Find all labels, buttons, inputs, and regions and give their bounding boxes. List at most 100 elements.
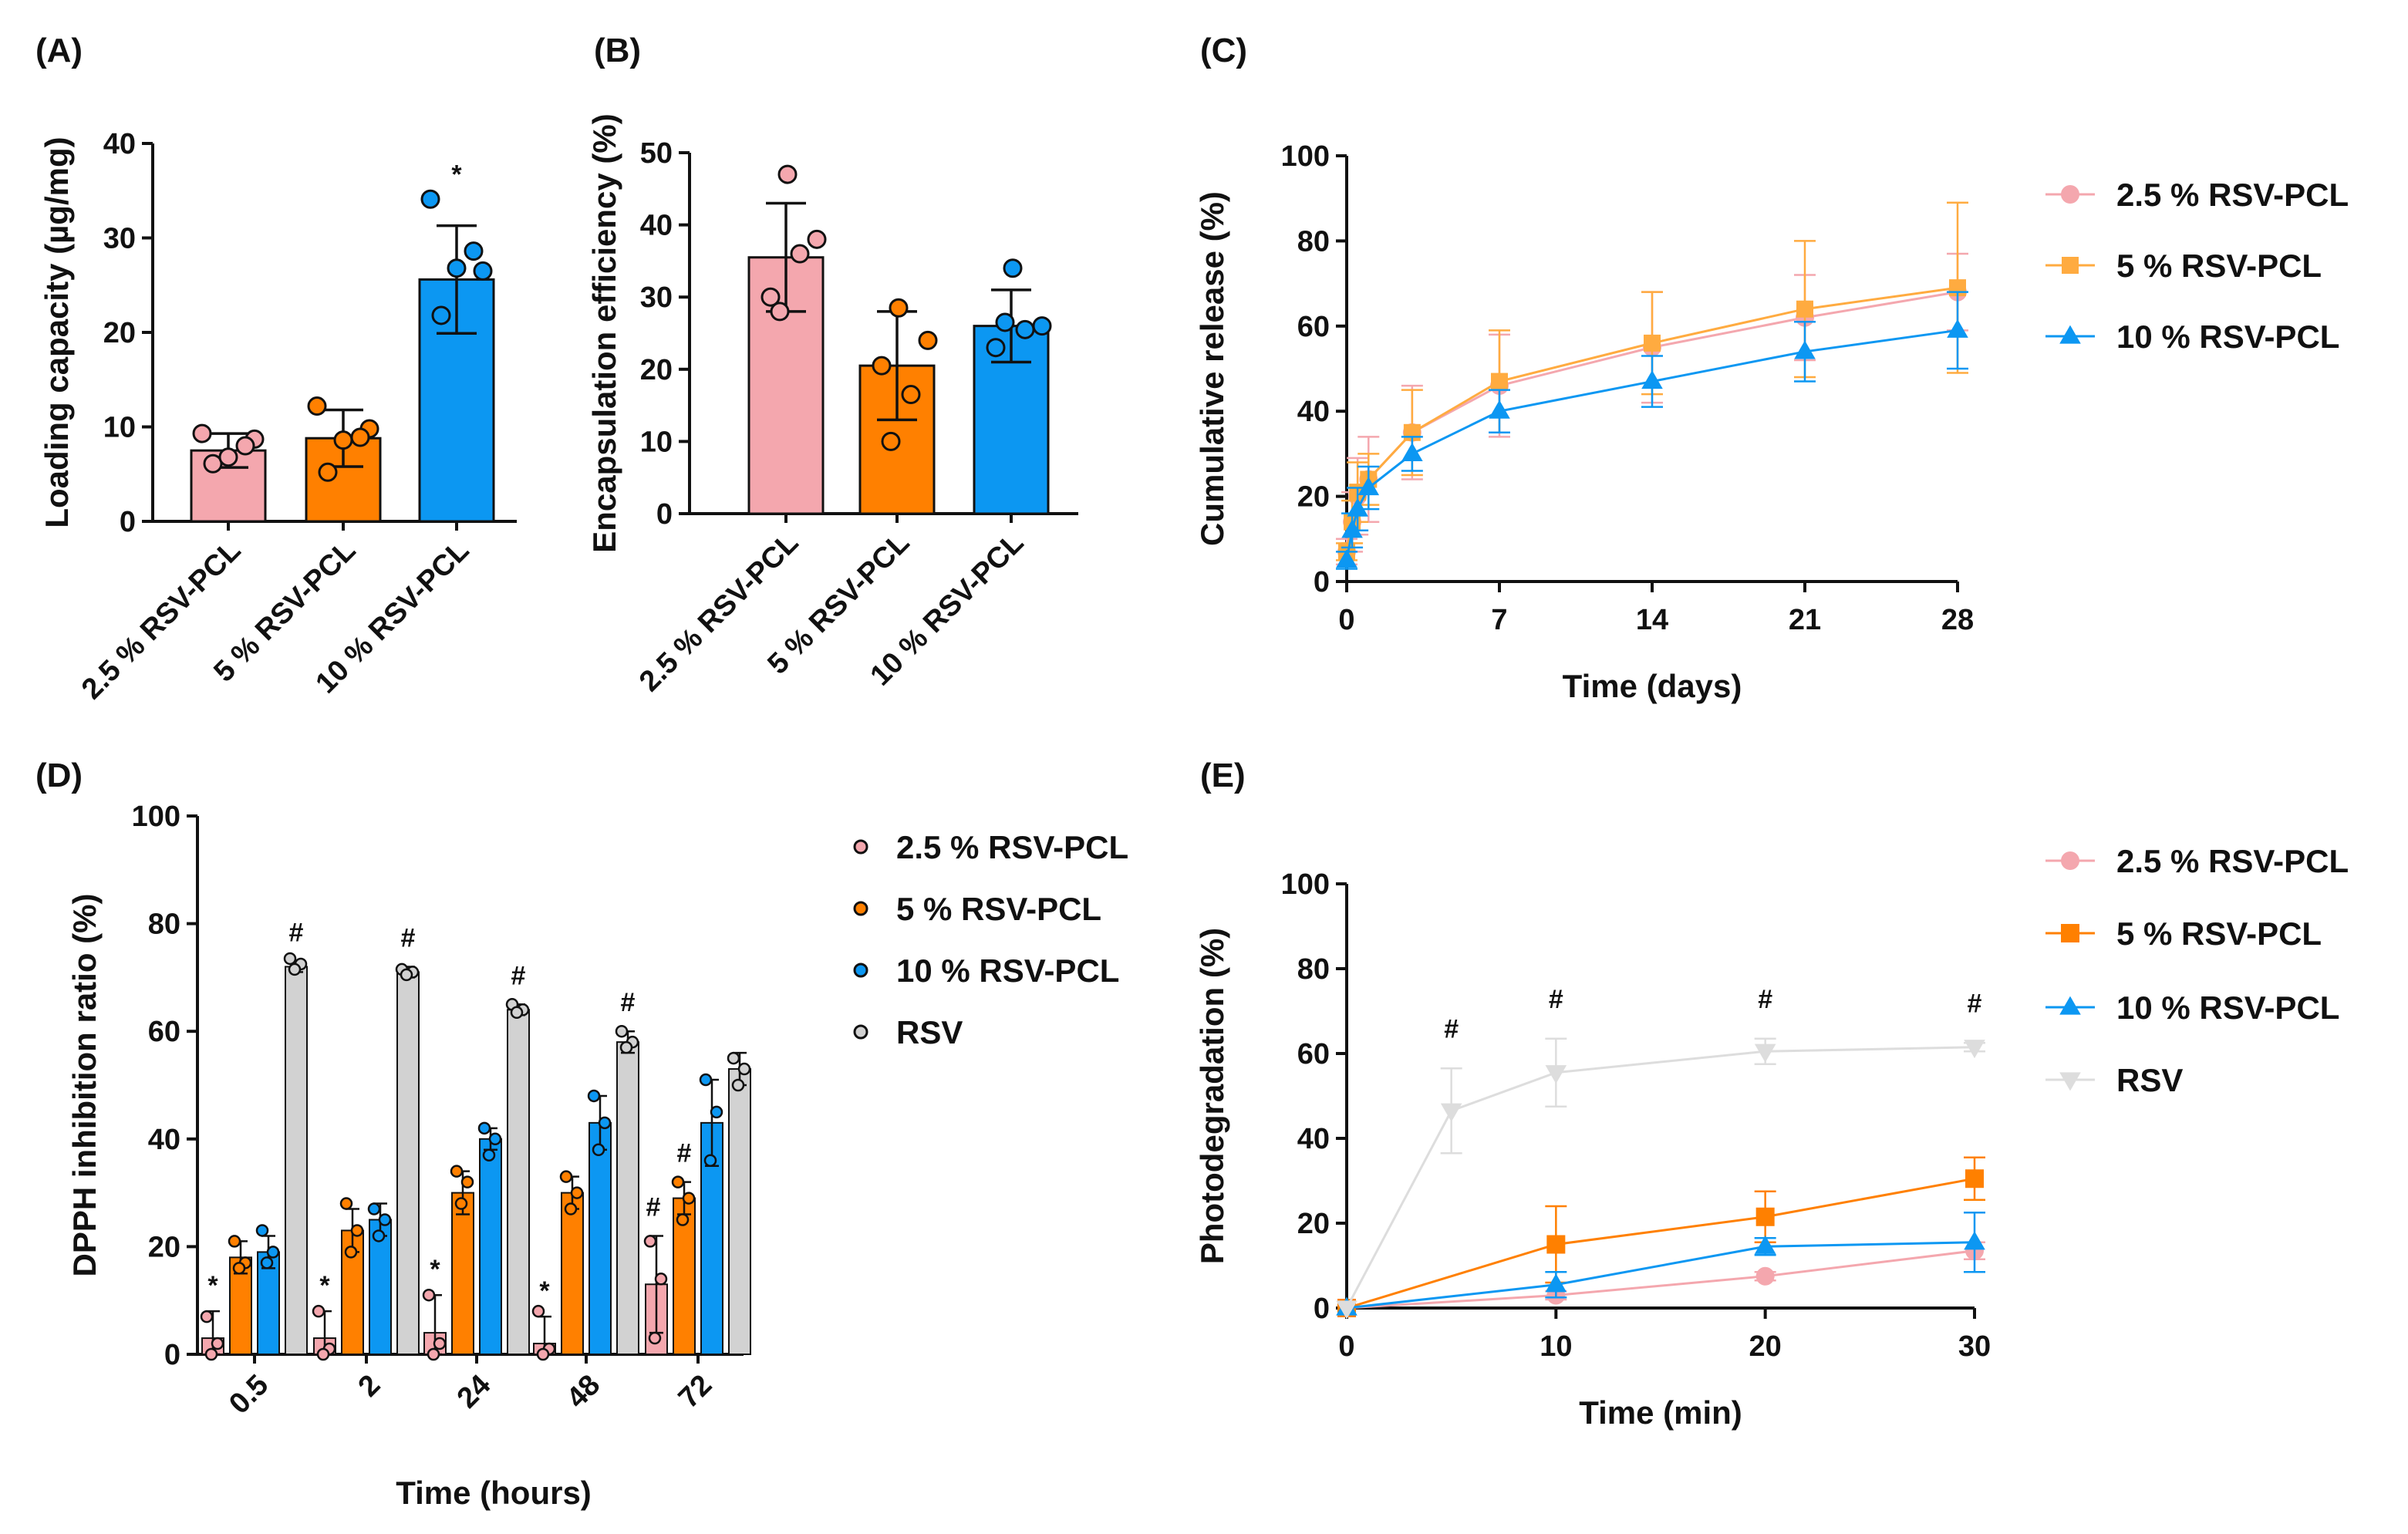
data-point	[235, 436, 255, 456]
data-point	[643, 1235, 657, 1248]
panel-label-b: (B)	[594, 32, 641, 69]
data-point	[1964, 1231, 1985, 1250]
significance-marker: #	[289, 918, 304, 947]
y-tick-label: 0	[164, 1339, 180, 1371]
data-point	[682, 1192, 696, 1205]
data-point	[2062, 257, 2079, 274]
data-point	[2061, 185, 2079, 204]
data-point	[1755, 1207, 1775, 1226]
significance-marker: #	[511, 961, 526, 990]
panel-e: (E) 0 20 40 60 80 100 Photodegradation (%) 0 10 2…	[1194, 757, 2349, 1431]
data-point	[918, 330, 938, 350]
data-point	[737, 1062, 751, 1076]
y-tick-label: 10	[640, 426, 673, 458]
panel-label-c: (C)	[1200, 32, 1247, 69]
data-point	[1964, 1040, 1985, 1059]
y-axis-title: Loading capacity (µg/mg)	[39, 137, 75, 528]
data-point	[889, 298, 909, 318]
legend-label: 5 % RSV-PCL	[2116, 248, 2322, 284]
data-point	[2061, 924, 2079, 942]
bar	[616, 1041, 639, 1356]
y-tick-label: 0	[120, 506, 136, 538]
data-point	[881, 431, 901, 451]
panel-d: (D) 0 20 40 60 80 100 DPPH inhibition ratio (%…	[35, 757, 1128, 1511]
x-tick-label: 7	[1491, 604, 1507, 636]
significance-marker: #	[1444, 1014, 1459, 1043]
x-tick-label: 24	[451, 1369, 497, 1415]
data-point	[564, 1202, 578, 1215]
data-point	[367, 1202, 381, 1215]
data-point	[431, 305, 451, 325]
data-point	[995, 312, 1015, 332]
data-point	[344, 1246, 358, 1259]
data-point	[2059, 1072, 2081, 1091]
y-tick-label: 80	[1297, 953, 1330, 986]
data-point	[260, 1256, 274, 1269]
y-tick-label: 20	[103, 317, 136, 349]
data-point	[531, 1304, 545, 1318]
data-point	[676, 1213, 690, 1226]
legend-label: RSV	[2116, 1062, 2183, 1098]
data-point	[433, 1337, 447, 1350]
data-point	[1644, 334, 1661, 352]
legend-marker	[853, 963, 868, 978]
y-tick-label: 40	[1297, 1123, 1330, 1155]
data-point	[1754, 1043, 1776, 1063]
bar	[451, 1192, 474, 1355]
bar	[589, 1121, 612, 1355]
data-point	[400, 968, 413, 982]
data-point	[350, 427, 370, 447]
data-point	[1440, 1103, 1462, 1122]
y-tick-label: 30	[103, 223, 136, 255]
y-tick-label: 20	[1297, 1208, 1330, 1240]
y-tick-label: 60	[1297, 1038, 1330, 1070]
y-tick-label: 40	[148, 1124, 180, 1156]
significance-marker: #	[1549, 985, 1563, 1014]
legend-label: 2.5 % RSV-PCL	[2116, 177, 2349, 213]
data-point	[1401, 443, 1423, 461]
data-point	[2061, 851, 2079, 870]
significance-marker: #	[621, 988, 636, 1017]
data-point	[228, 1235, 241, 1248]
x-axis-title: Time (min)	[1579, 1394, 1742, 1431]
y-tick-label: 100	[132, 801, 180, 833]
bar	[479, 1138, 502, 1356]
data-point	[790, 244, 810, 264]
data-point	[447, 258, 467, 278]
data-point	[378, 1213, 392, 1226]
x-axis-title: Time (days)	[1563, 668, 1742, 704]
data-point	[807, 229, 827, 249]
data-point	[1796, 300, 1813, 318]
y-tick-label: 100	[1281, 140, 1330, 173]
data-point	[1341, 519, 1363, 538]
x-tick-label: 20	[1749, 1330, 1782, 1363]
data-point	[1755, 1266, 1775, 1286]
y-tick-label: 0	[1314, 1293, 1330, 1325]
bar	[369, 1219, 392, 1355]
x-tick-label: 28	[1941, 604, 1974, 636]
y-tick-label: 80	[1297, 225, 1330, 258]
data-point	[473, 261, 493, 281]
x-tick-label: 48	[561, 1369, 607, 1415]
data-point	[2059, 325, 2081, 344]
x-tick-label: 30	[1958, 1330, 1991, 1363]
significance-marker: #	[1968, 989, 1982, 1018]
bar	[396, 971, 420, 1356]
x-tick-label: 2	[352, 1369, 387, 1404]
data-point	[1794, 340, 1816, 359]
bar	[285, 966, 308, 1355]
y-tick-label: 0	[1314, 566, 1330, 598]
legend-label: 10 % RSV-PCL	[2116, 990, 2339, 1026]
panel-b: (B) 0 10 20 30 40 50 Encapsulation efficiency …	[586, 32, 1078, 698]
y-axis-title: DPPH inhibition ratio (%)	[66, 894, 103, 1277]
series-line	[1346, 1249, 1975, 1310]
significance-marker: #	[646, 1192, 661, 1222]
data-point	[1947, 319, 1968, 338]
data-point	[901, 385, 921, 405]
data-point	[482, 1148, 496, 1161]
significance-marker: *	[319, 1271, 330, 1300]
panel-label-e: (E)	[1200, 757, 1246, 794]
significance-marker: #	[677, 1139, 692, 1168]
data-point	[1545, 1065, 1567, 1084]
